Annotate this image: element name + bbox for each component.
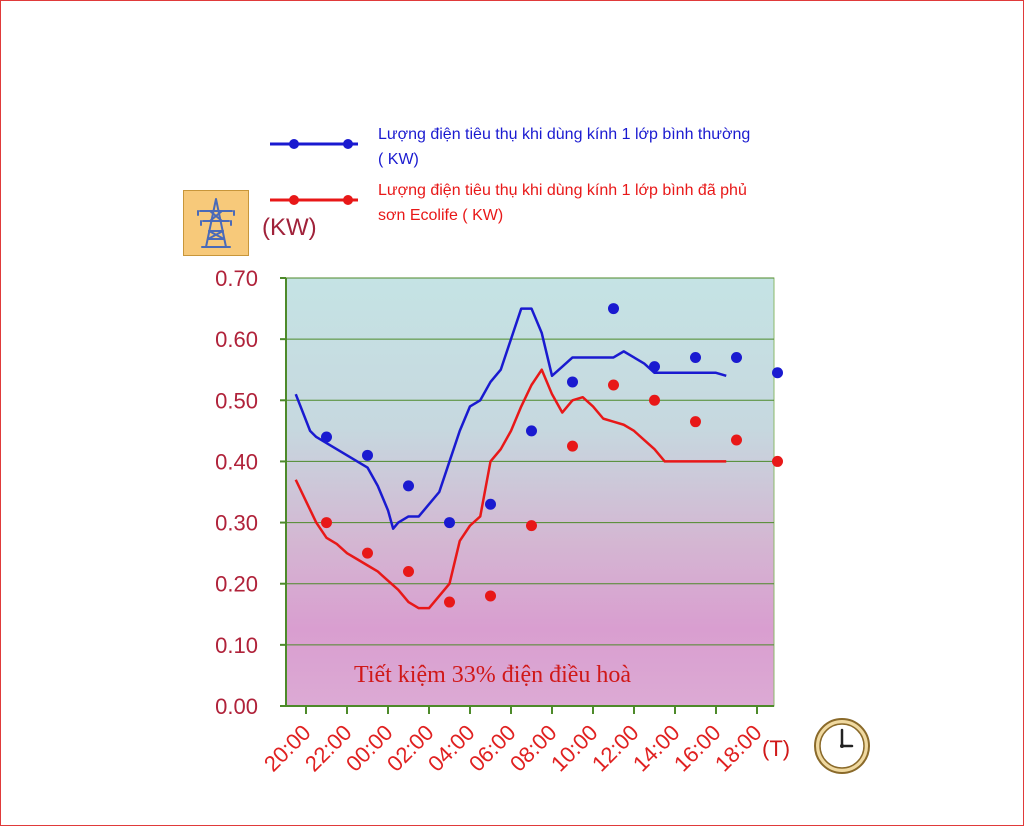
data-point bbox=[690, 351, 701, 363]
chart-legend: Lượng điện tiêu thụ khi dùng kính 1 lớp … bbox=[268, 122, 750, 234]
x-tick-label: 12:00 bbox=[587, 720, 644, 777]
x-tick-label: 04:00 bbox=[423, 720, 480, 777]
data-point bbox=[649, 361, 660, 373]
data-point bbox=[403, 480, 414, 492]
legend-swatch-blue bbox=[270, 139, 358, 149]
y-axis-unit-label: (KW) bbox=[262, 214, 317, 241]
data-point bbox=[444, 596, 455, 608]
legend-swatch-red bbox=[270, 195, 358, 205]
data-point bbox=[731, 434, 742, 446]
x-tick-label: 00:00 bbox=[341, 720, 398, 777]
y-tick-labels: 0.00 0.10 0.20 0.30 0.40 0.50 0.60 0.70 bbox=[215, 266, 258, 719]
data-point bbox=[526, 425, 537, 437]
y-tick-label: 0.40 bbox=[215, 449, 258, 474]
data-point bbox=[362, 547, 373, 559]
series-line-1 bbox=[294, 368, 727, 610]
data-point bbox=[526, 520, 537, 532]
data-point bbox=[485, 498, 496, 510]
series-layer bbox=[294, 303, 783, 610]
data-point bbox=[403, 565, 414, 577]
x-tick-label: 14:00 bbox=[628, 720, 685, 777]
data-point bbox=[772, 455, 783, 467]
y-tick-label: 0.60 bbox=[215, 327, 258, 352]
power-tower-icon bbox=[183, 190, 249, 256]
x-tick-label: 20:00 bbox=[259, 720, 316, 777]
data-point bbox=[567, 440, 578, 452]
data-point bbox=[731, 351, 742, 363]
x-axis-unit-label: (T) bbox=[762, 736, 791, 761]
data-point bbox=[362, 449, 373, 461]
data-point bbox=[444, 517, 455, 529]
y-tick-label: 0.00 bbox=[215, 694, 258, 719]
x-tick-label: 18:00 bbox=[710, 720, 767, 777]
y-tick-label: 0.20 bbox=[215, 572, 258, 597]
y-tick-label: 0.50 bbox=[215, 388, 258, 413]
x-tick-label: 02:00 bbox=[382, 720, 439, 777]
data-point bbox=[608, 303, 619, 315]
x-tick-label: 22:00 bbox=[300, 720, 357, 777]
data-point bbox=[772, 367, 783, 379]
plot-area bbox=[285, 277, 775, 707]
data-point bbox=[608, 379, 619, 391]
x-tick-labels: 20:0022:0000:0002:0004:0006:0008:0010:00… bbox=[259, 720, 767, 777]
x-tick-label: 10:00 bbox=[546, 720, 603, 777]
legend-label-blue: Lượng điện tiêu thụ khi dùng kính 1 lớp … bbox=[378, 126, 751, 168]
y-tick-label: 0.70 bbox=[215, 266, 258, 291]
legend-entry-red: Lượng điện tiêu thụ khi dùng kính 1 lớp … bbox=[268, 178, 747, 234]
data-point bbox=[567, 376, 578, 388]
data-point bbox=[690, 416, 701, 428]
y-tick-label: 0.10 bbox=[215, 633, 258, 658]
x-tick-label: 06:00 bbox=[464, 720, 521, 777]
data-point bbox=[321, 431, 332, 443]
x-tick-label: 08:00 bbox=[505, 720, 562, 777]
x-tick-label: 16:00 bbox=[669, 720, 726, 777]
savings-annotation: Tiết kiệm 33% điện điều hoà bbox=[354, 662, 631, 688]
y-tick-label: 0.30 bbox=[215, 511, 258, 536]
data-point bbox=[321, 517, 332, 529]
axes bbox=[280, 277, 774, 714]
data-point bbox=[485, 590, 496, 602]
clock-icon bbox=[814, 718, 870, 774]
legend-label-red: Lượng điện tiêu thụ khi dùng kính 1 lớp … bbox=[378, 182, 747, 224]
legend-entry-blue: Lượng điện tiêu thụ khi dùng kính 1 lớp … bbox=[268, 122, 750, 178]
data-point bbox=[649, 394, 660, 406]
